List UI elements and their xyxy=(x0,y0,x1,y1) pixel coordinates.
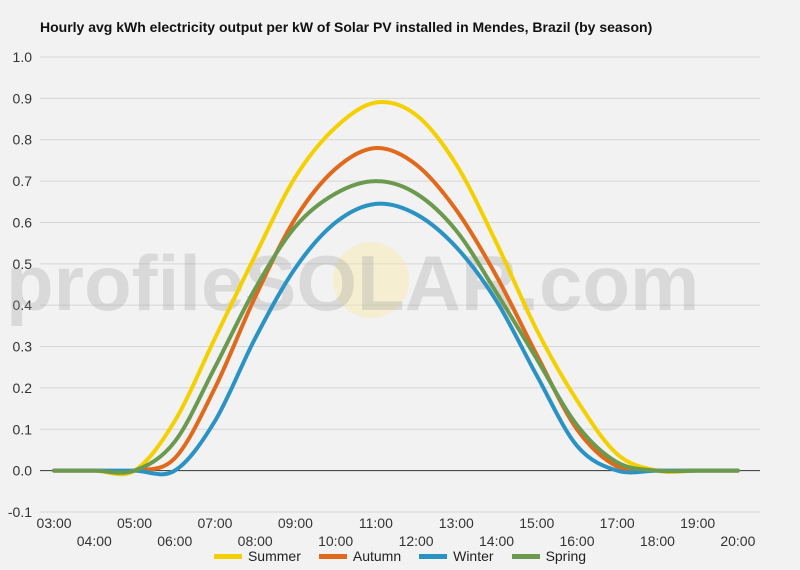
legend-swatch xyxy=(213,553,242,559)
x-tick-label: 19:00 xyxy=(680,515,715,531)
x-tick-label: 12:00 xyxy=(399,533,434,549)
x-tick-label: 17:00 xyxy=(600,515,635,531)
x-tick-label: 08:00 xyxy=(238,533,273,549)
y-tick-label: 1.0 xyxy=(13,49,33,65)
x-tick-label: 05:00 xyxy=(117,515,152,531)
legend: Summer Autumn Winter Spring xyxy=(0,548,800,564)
legend-item-autumn[interactable]: Autumn xyxy=(318,548,402,564)
x-tick-label: 18:00 xyxy=(640,533,675,549)
x-tick-label: 03:00 xyxy=(37,515,72,531)
series-line-winter xyxy=(52,201,740,477)
x-tick-label: 20:00 xyxy=(720,533,755,549)
y-tick-label: 0.3 xyxy=(13,339,33,355)
watermark: profileSOLAR.com xyxy=(6,239,699,327)
y-tick-label: 0.4 xyxy=(13,297,33,313)
legend-label: Autumn xyxy=(352,548,402,564)
chart-title: Hourly avg kWh electricity output per kW… xyxy=(40,19,653,35)
x-tick-label: 04:00 xyxy=(77,533,112,549)
y-tick-label: 0.7 xyxy=(13,173,33,189)
x-tick-label: 16:00 xyxy=(559,533,594,549)
legend-item-summer[interactable]: Summer xyxy=(213,548,301,564)
legend-label: Summer xyxy=(247,548,301,564)
y-tick-label: 0.9 xyxy=(13,90,33,106)
y-tick-label: 0.8 xyxy=(13,132,33,148)
x-tick-label: 09:00 xyxy=(278,515,313,531)
series-line-autumn xyxy=(52,145,740,474)
y-tick-label: 0.1 xyxy=(13,421,33,437)
watermark-sun xyxy=(333,242,409,318)
legend-label: Winter xyxy=(453,548,494,564)
y-tick-label: -0.1 xyxy=(8,504,32,520)
legend-swatch xyxy=(419,553,448,559)
y-tick-label: 0.2 xyxy=(13,380,33,396)
legend-swatch xyxy=(511,553,540,559)
x-tick-label: 10:00 xyxy=(318,533,353,549)
series-line-summer xyxy=(52,100,740,477)
legend-swatch xyxy=(318,553,347,559)
y-tick-label: 0.6 xyxy=(13,214,33,230)
legend-item-winter[interactable]: Winter xyxy=(419,548,494,564)
legend-label: Spring xyxy=(545,548,587,564)
x-tick-label: 06:00 xyxy=(157,533,192,549)
x-tick-label: 07:00 xyxy=(197,515,232,531)
x-tick-label: 13:00 xyxy=(439,515,474,531)
legend-item-spring[interactable]: Spring xyxy=(511,548,587,564)
y-tick-label: 0.5 xyxy=(13,256,33,272)
x-tick-label: 14:00 xyxy=(479,533,514,549)
series-line-spring xyxy=(52,179,740,475)
y-tick-label: 0.0 xyxy=(13,463,33,479)
x-tick-label: 11:00 xyxy=(359,515,393,531)
x-tick-label: 15:00 xyxy=(519,515,554,531)
